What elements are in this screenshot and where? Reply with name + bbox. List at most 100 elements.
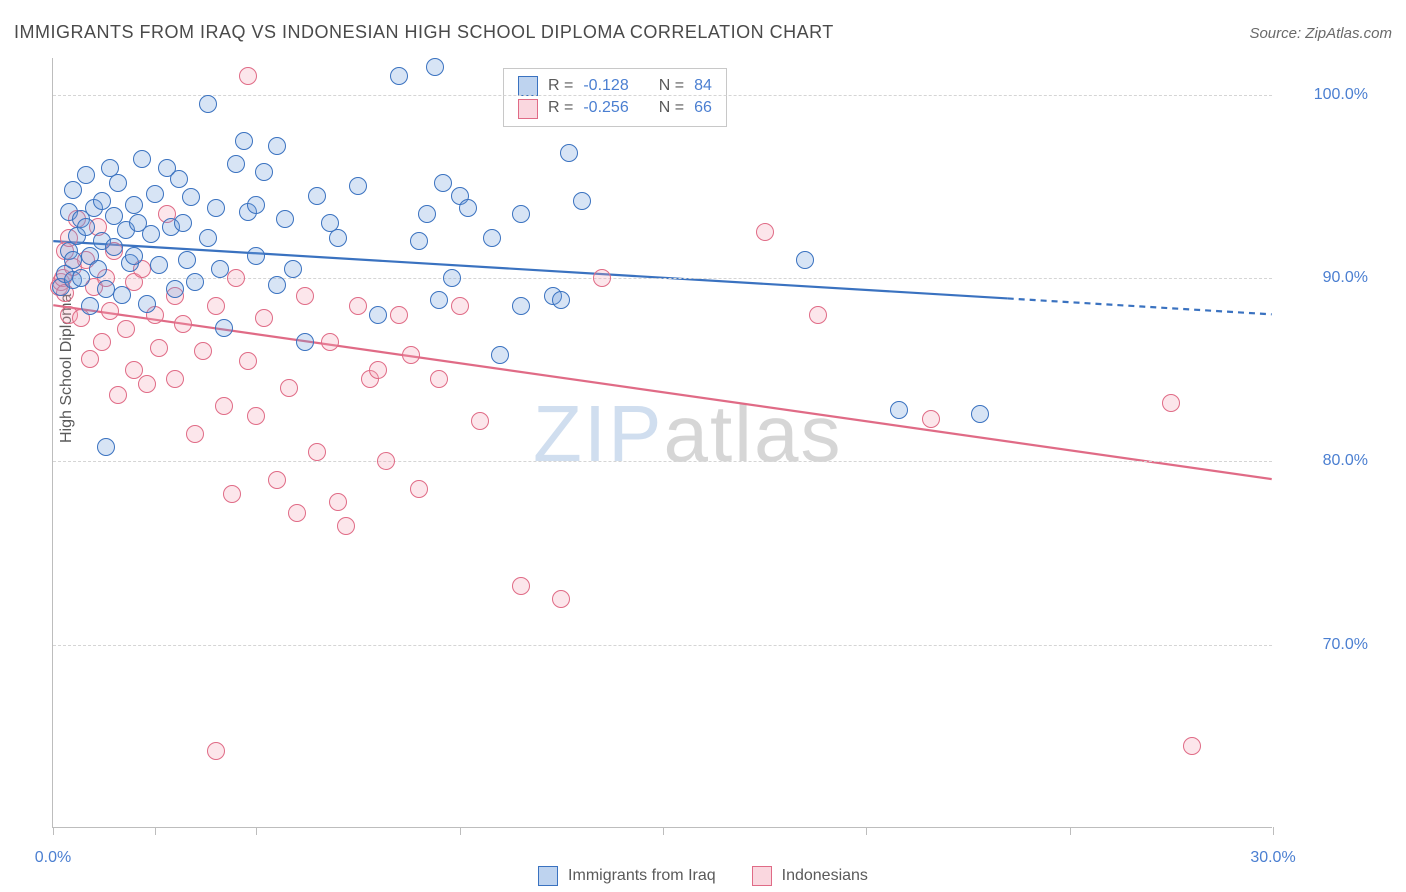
gridline-h: [53, 461, 1272, 462]
point-indo: [227, 269, 245, 287]
point-indo: [329, 493, 347, 511]
watermark-zip: ZIP: [533, 389, 663, 478]
point-iraq: [215, 319, 233, 337]
point-indo: [207, 742, 225, 760]
point-iraq: [483, 229, 501, 247]
point-iraq: [573, 192, 591, 210]
point-indo: [101, 302, 119, 320]
r-label: R =: [548, 97, 573, 119]
point-indo: [247, 407, 265, 425]
point-iraq: [64, 181, 82, 199]
point-iraq: [247, 247, 265, 265]
point-indo: [369, 361, 387, 379]
point-iraq: [227, 155, 245, 173]
xtick: [1273, 827, 1274, 835]
swatch-indo: [518, 99, 538, 119]
point-indo: [809, 306, 827, 324]
point-iraq: [178, 251, 196, 269]
chart-title: IMMIGRANTS FROM IRAQ VS INDONESIAN HIGH …: [14, 22, 834, 43]
watermark-atlas: atlas: [663, 389, 842, 478]
point-indo: [593, 269, 611, 287]
r-value-indo: -0.256: [583, 97, 628, 119]
point-iraq: [138, 295, 156, 313]
point-indo: [922, 410, 940, 428]
point-iraq: [268, 137, 286, 155]
legend-label-iraq: Immigrants from Iraq: [568, 867, 716, 885]
point-indo: [349, 297, 367, 315]
point-indo: [215, 397, 233, 415]
point-iraq: [418, 205, 436, 223]
point-indo: [390, 306, 408, 324]
point-indo: [223, 485, 241, 503]
point-iraq: [166, 280, 184, 298]
gridline-h: [53, 95, 1272, 96]
point-iraq: [796, 251, 814, 269]
point-iraq: [560, 144, 578, 162]
point-iraq: [512, 297, 530, 315]
point-iraq: [199, 229, 217, 247]
xtick-label: 30.0%: [1250, 849, 1295, 867]
xtick: [256, 827, 257, 835]
point-indo: [410, 480, 428, 498]
point-iraq: [109, 174, 127, 192]
point-indo: [255, 309, 273, 327]
point-indo: [117, 320, 135, 338]
ytick-label: 90.0%: [1323, 269, 1368, 287]
point-iraq: [142, 225, 160, 243]
point-iraq: [426, 58, 444, 76]
point-iraq: [410, 232, 428, 250]
point-indo: [150, 339, 168, 357]
point-iraq: [125, 196, 143, 214]
point-iraq: [125, 247, 143, 265]
legend-row-indo: R = -0.256 N = 66: [518, 97, 712, 119]
point-indo: [430, 370, 448, 388]
point-iraq: [113, 286, 131, 304]
point-indo: [288, 504, 306, 522]
point-indo: [337, 517, 355, 535]
point-indo: [280, 379, 298, 397]
swatch-indo: [752, 866, 772, 886]
point-iraq: [207, 199, 225, 217]
legend-item-indo: Indonesians: [752, 866, 868, 886]
point-indo: [321, 333, 339, 351]
point-iraq: [443, 269, 461, 287]
point-indo: [174, 315, 192, 333]
n-value-indo: 66: [694, 97, 712, 119]
ytick-label: 70.0%: [1323, 636, 1368, 654]
xtick-label: 0.0%: [35, 849, 71, 867]
point-indo: [239, 352, 257, 370]
point-indo: [166, 370, 184, 388]
point-indo: [207, 297, 225, 315]
point-iraq: [430, 291, 448, 309]
swatch-iraq: [538, 866, 558, 886]
point-indo: [1183, 737, 1201, 755]
point-indo: [471, 412, 489, 430]
point-iraq: [890, 401, 908, 419]
point-iraq: [284, 260, 302, 278]
point-iraq: [276, 210, 294, 228]
point-iraq: [255, 163, 273, 181]
point-indo: [268, 471, 286, 489]
scatter-plot: High School Diploma ZIPatlas R = -0.128 …: [52, 58, 1272, 828]
legend-item-iraq: Immigrants from Iraq: [538, 866, 716, 886]
point-iraq: [133, 150, 151, 168]
point-iraq: [235, 132, 253, 150]
point-iraq: [105, 238, 123, 256]
point-indo: [81, 350, 99, 368]
point-iraq: [971, 405, 989, 423]
point-indo: [194, 342, 212, 360]
point-iraq: [390, 67, 408, 85]
point-iraq: [146, 185, 164, 203]
series-legend: Immigrants from Iraq Indonesians: [0, 866, 1406, 886]
correlation-legend: R = -0.128 N = 84 R = -0.256 N = 66: [503, 68, 727, 127]
point-iraq: [296, 333, 314, 351]
point-iraq: [268, 276, 286, 294]
xtick: [663, 827, 664, 835]
point-indo: [296, 287, 314, 305]
point-iraq: [72, 269, 90, 287]
source-label: Source: ZipAtlas.com: [1249, 25, 1392, 42]
xtick: [155, 827, 156, 835]
point-indo: [138, 375, 156, 393]
point-iraq: [64, 251, 82, 269]
point-iraq: [89, 260, 107, 278]
